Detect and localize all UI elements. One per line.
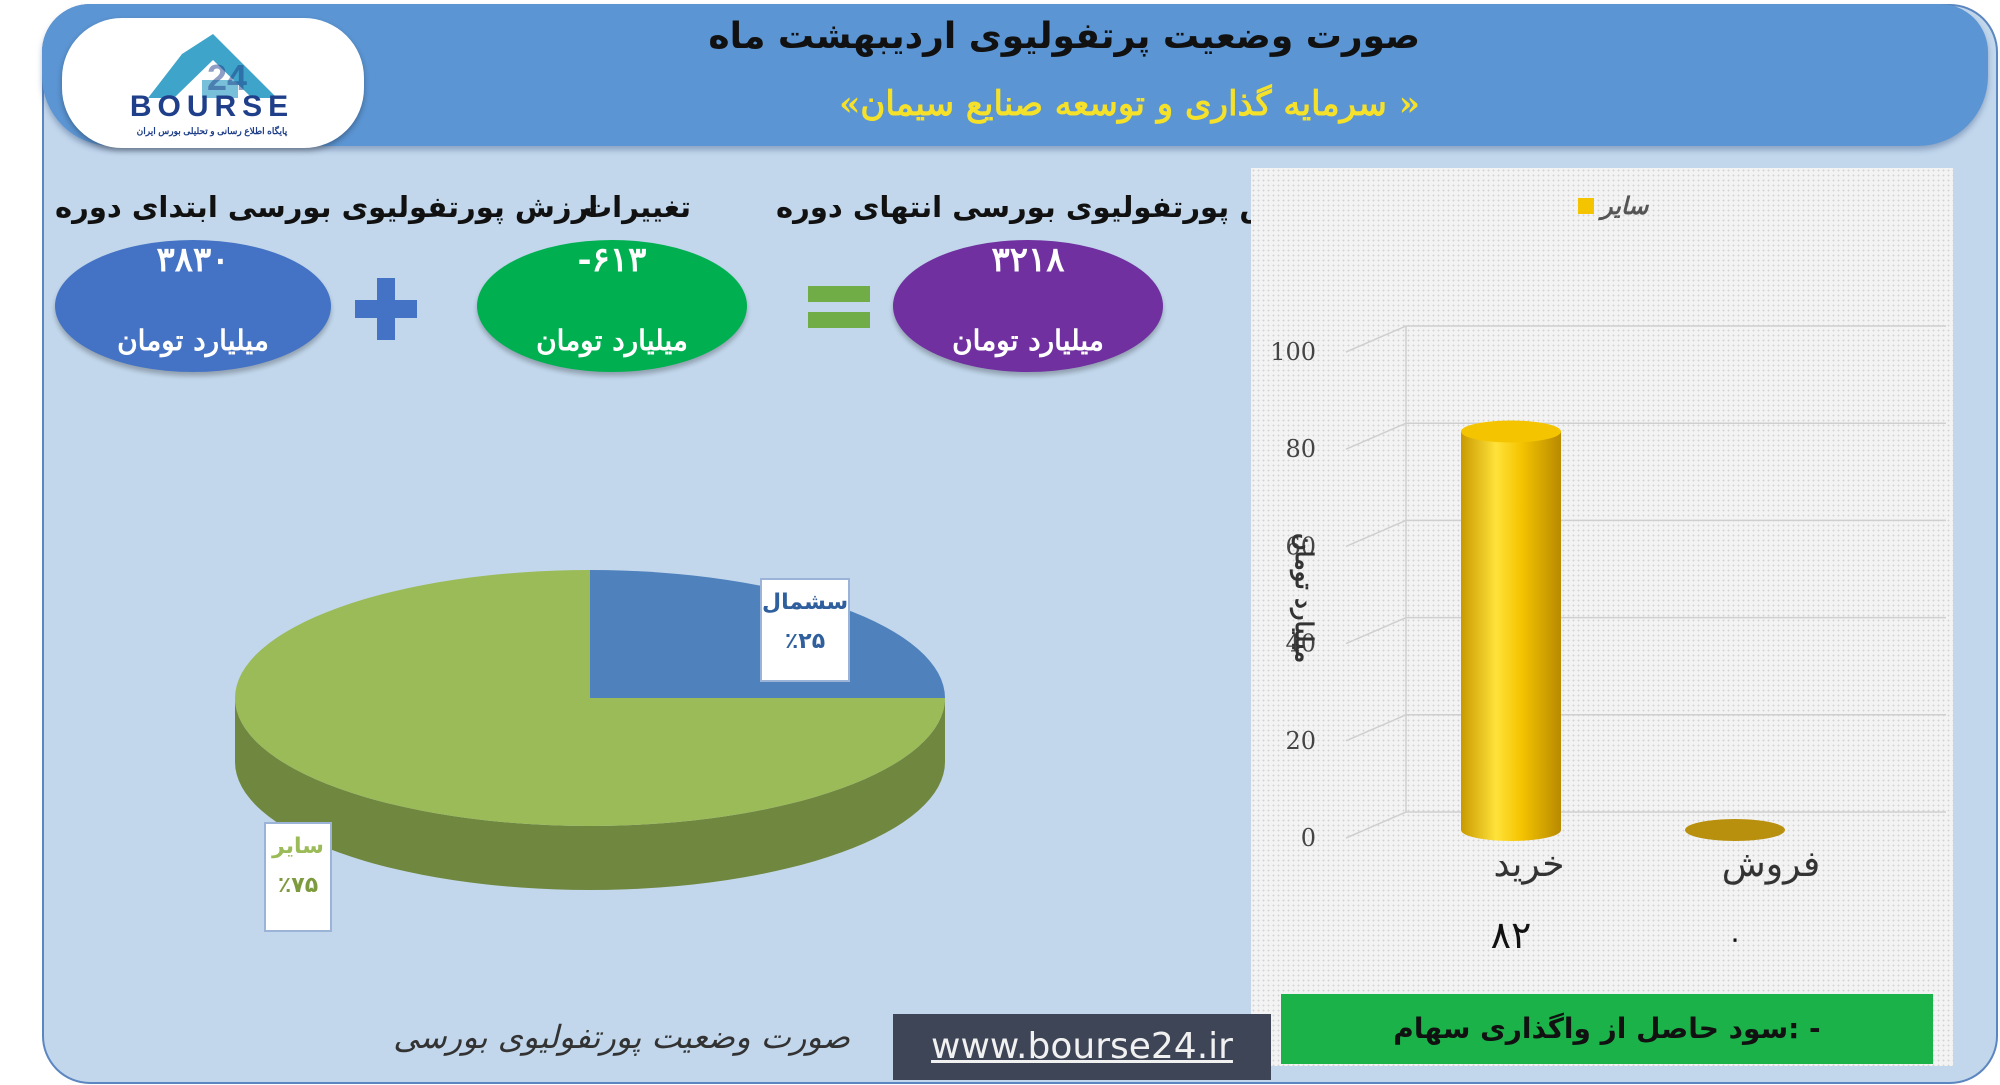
- start-value-unit: میلیارد تومان: [117, 324, 269, 357]
- bourse24-logo: BOURSE پایگاه اطلاع رسانی و تحلیلی بورس …: [62, 18, 364, 148]
- bar-0: [1461, 431, 1561, 841]
- y-tick-label: 100: [1270, 338, 1316, 366]
- footer-caption: صورت وضعیت پورتفولیوی بورسی: [393, 1018, 850, 1056]
- svg-text:24: 24: [207, 57, 247, 98]
- website-link[interactable]: www.bourse24.ir: [893, 1014, 1271, 1080]
- grid-line: [1345, 616, 1946, 645]
- end-value-oval: ۳۲۱۸ میلیارد تومان: [893, 240, 1163, 372]
- header-banner: [42, 4, 1988, 146]
- bar-cap-1: [1685, 819, 1785, 841]
- pie-label-sshamal: سشمال ٪۲۵: [760, 578, 850, 682]
- pie-slice-1: [235, 570, 945, 826]
- y-tick-label: 40: [1285, 630, 1316, 658]
- pie-label-value: ٪۲۵: [784, 629, 826, 654]
- profit-banner: سود حاصل از واگذاری سهام: -: [1281, 994, 1933, 1064]
- portfolio-pie-chart: [235, 570, 945, 890]
- plus-icon: [355, 278, 417, 340]
- pie-label-name: سشمال: [762, 590, 849, 615]
- pie-label-value: ٪۷۵: [277, 873, 319, 898]
- data-label-sell: ۰: [1727, 922, 1742, 955]
- legend-label: سایر: [1597, 192, 1649, 221]
- start-value: ۳۸۳۰: [156, 240, 230, 280]
- category-label-buy: خرید: [1493, 844, 1564, 885]
- end-value-unit: میلیارد تومان: [952, 324, 1104, 357]
- y-axis-label: میلیارد تومان: [1289, 533, 1319, 663]
- change-value-unit: میلیارد تومان: [536, 324, 688, 357]
- grid-line: [1345, 519, 1946, 548]
- y-tick-label: 80: [1285, 435, 1316, 463]
- start-value-oval: ۳۸۳۰ میلیارد تومان: [55, 240, 331, 372]
- grid-line: [1345, 811, 1946, 839]
- change-value-oval: -۶۱۳ میلیارد تومان: [477, 240, 747, 372]
- change-label: تغییرات: [583, 190, 692, 224]
- buy-sell-bar-chart: 0 20 40 60 80 100 سایر میلیارد تومان خرید فرو…: [1270, 192, 1946, 957]
- change-value: -۶۱۳: [577, 240, 647, 280]
- y-tick-label: 20: [1285, 727, 1316, 755]
- svg-text:BOURSE: BOURSE: [130, 90, 294, 123]
- grid-line: [1345, 422, 1946, 450]
- bar-chart-panel: 0 20 40 60 80 100 سایر میلیارد تومان خرید فرو…: [1251, 168, 1953, 1066]
- bar-cap-0: [1461, 420, 1561, 443]
- end-value-label: ارزش پورتفولیوی بورسی انتهای دوره: [776, 190, 1323, 224]
- data-label-buy: ۸۲: [1491, 913, 1532, 957]
- pie-side-wall: [235, 698, 945, 890]
- start-value-label: ارزش پورتفولیوی بورسی ابتدای دوره: [55, 190, 599, 224]
- pie-label-other: سایر ٪۷۵: [264, 822, 332, 932]
- y-tick-label: 0: [1301, 824, 1316, 852]
- legend-swatch: [1578, 198, 1594, 214]
- equals-icon: [808, 286, 870, 328]
- grid-line: [1345, 714, 1946, 742]
- grid-line: [1345, 325, 1946, 353]
- page-title: صورت وضعیت پرتفولیوی اردیبهشت ماه: [708, 16, 1420, 57]
- category-label-sell: فروش: [1722, 844, 1820, 885]
- pie-label-name: سایر: [272, 834, 324, 859]
- end-value: ۳۲۱۸: [991, 240, 1065, 280]
- svg-text:پایگاه اطلاع رسانی و تحلیلی بو: پایگاه اطلاع رسانی و تحلیلی بورس ایران: [137, 125, 288, 137]
- company-subtitle: «سرمایه گذاری و توسعه صنایع سیمان »: [839, 84, 1420, 124]
- y-tick-label: 60: [1285, 532, 1316, 560]
